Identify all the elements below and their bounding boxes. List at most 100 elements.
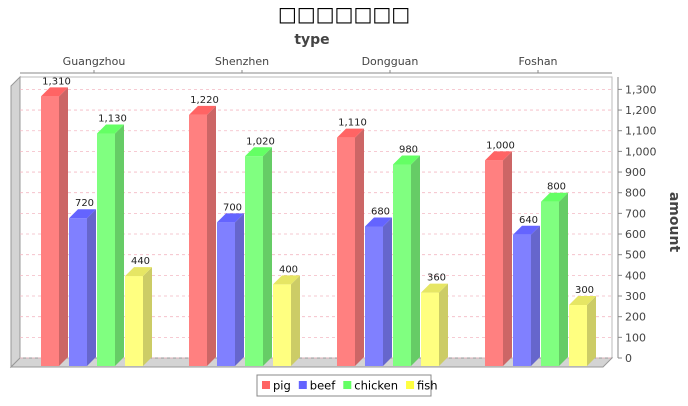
bar-side [439,283,448,366]
legend: pig beef chicken fish [256,374,438,397]
bar-top [569,296,596,306]
bar-top [485,151,512,161]
y-tick-label: 1,300 [625,83,657,96]
bar-top [421,283,448,293]
bar-chicken-foshan [541,192,568,366]
bar-side [503,151,512,366]
bar-front [97,133,115,366]
data-label: 1,310 [42,76,71,87]
data-label: 400 [279,264,298,275]
legend-label-pig: pig [273,379,291,393]
bar-front [569,305,587,366]
bar-front [513,234,531,366]
bar-side [587,296,596,366]
bar-top [337,128,364,138]
data-label: 1,110 [338,118,367,129]
bar-top [273,275,300,285]
bar-top [97,124,124,134]
bar-front [393,164,411,366]
bar-side [87,209,96,366]
bar-pig-guangzhou [41,87,68,367]
bar-top [217,213,244,223]
x-tick-label: Guangzhou [63,55,126,68]
bar-fish-foshan [569,296,596,366]
y-tick-label: 500 [625,249,646,262]
y-tick-label: 1,000 [625,145,657,158]
bar-beef-shenzhen [217,213,244,366]
bar-top [245,147,272,157]
bar-front [69,218,87,366]
legend-label-chicken: chicken [354,379,398,393]
data-label: 1,020 [246,136,275,147]
data-label: 440 [131,256,150,267]
bar-top [125,267,152,277]
legend-swatch-chicken [343,381,352,389]
bar-side [115,124,124,366]
bar-chicken-dongguan [393,155,420,366]
bar-side [531,225,540,366]
bar-top [393,155,420,165]
bar-front [41,96,59,367]
bar-beef-dongguan [365,217,392,366]
bar-side [207,105,216,367]
bar-beef-foshan [513,225,540,366]
y-tick-label: 300 [625,290,646,303]
bar-top [189,105,216,115]
data-label: 640 [519,215,538,226]
bar-beef-guangzhou [69,209,96,366]
y-tick-label: 600 [625,228,646,241]
data-label: 800 [547,182,566,193]
bar-side [143,267,152,366]
bar-front [245,156,263,366]
bar-fish-guangzhou [125,267,152,366]
bar-top [69,209,96,219]
bar-side [559,192,568,366]
bar-chicken-shenzhen [245,147,272,366]
bar-front [189,114,207,366]
bar-top [541,192,568,202]
bar-front [365,226,383,366]
bar-pig-dongguan [337,128,364,366]
data-label: 980 [399,145,418,156]
bar-side [235,213,244,366]
data-label: 680 [371,207,390,218]
y-tick-label: 400 [625,269,646,282]
x-tick-label: Dongguan [362,55,419,68]
plot-side-wall [10,75,21,369]
y-tick-label: 1,100 [625,125,657,138]
x-tick-label: Shenzhen [215,55,269,68]
y-tick-label: 800 [625,187,646,200]
bar-top [41,87,68,97]
bar-top [513,225,540,235]
x-axis-title: type [294,32,329,48]
bar-front [125,276,143,366]
bar-chicken-guangzhou [97,124,124,366]
data-label: 1,000 [486,140,515,151]
y-axis-title: amount [666,192,682,253]
data-label: 700 [223,202,242,213]
plot-area: 0 100 200 300 400 500 600 700 800 900 1,000 1,100 1,… [9,55,657,369]
bar-front [485,160,503,366]
bar-side [291,275,300,366]
bar-side [383,217,392,366]
bar-side [263,147,272,366]
bar-side [411,155,420,366]
bar-front [217,222,235,366]
data-label: 1,130 [98,114,127,125]
bar-fish-dongguan [421,283,448,366]
bar-front [541,201,559,366]
legend-swatch-beef [298,381,307,389]
data-label: 720 [75,198,94,209]
bar-side [59,87,68,367]
legend-label-beef: beef [310,379,336,393]
y-tick-label: 0 [625,352,632,365]
data-label: 300 [575,285,594,296]
data-label: 360 [427,273,446,284]
legend-swatch-pig [262,381,270,389]
bar-front [337,137,355,366]
bar-pig-foshan [485,151,512,366]
bar-front [273,284,291,366]
bar-side [355,128,364,366]
y-tick-label: 100 [625,331,646,344]
